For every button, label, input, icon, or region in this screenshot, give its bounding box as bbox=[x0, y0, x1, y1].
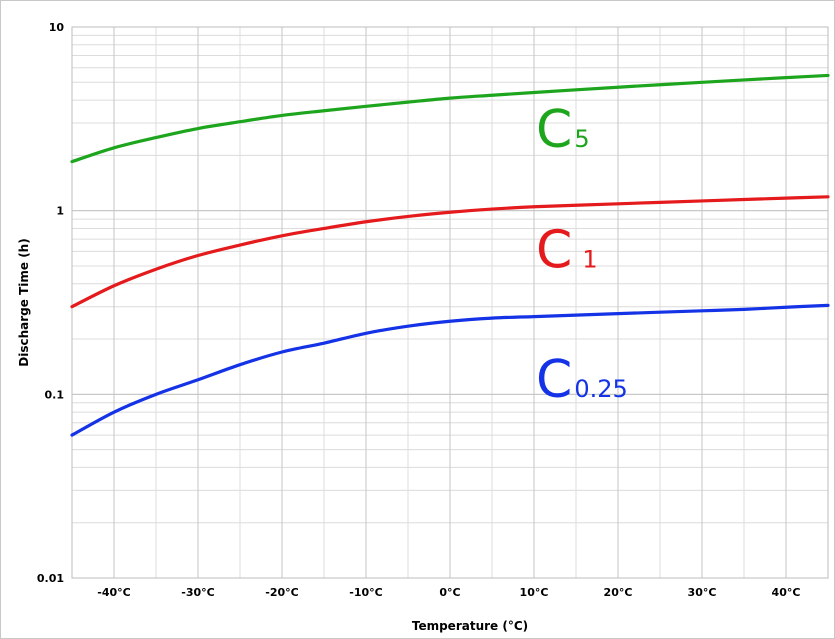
x-tick-label: -30°C bbox=[181, 586, 214, 599]
curve-label-subscript: 5 bbox=[574, 125, 589, 153]
curve-label-main: C bbox=[536, 350, 572, 410]
x-axis-title: Temperature (°C) bbox=[412, 619, 528, 633]
plot-border bbox=[71, 26, 829, 579]
y-tick-labels: 10 1 0.1 0.01 bbox=[37, 21, 64, 585]
x-tick-label: 30°C bbox=[688, 586, 717, 599]
x-tick-label: -40°C bbox=[97, 586, 130, 599]
curve-label-subscript: 0.25 bbox=[574, 375, 627, 403]
y-tick-label: 1 bbox=[56, 205, 64, 218]
series-line-C5 bbox=[70, 73, 830, 164]
x-tick-label: 20°C bbox=[604, 586, 633, 599]
x-tick-label: -10°C bbox=[349, 586, 382, 599]
series-line-C0_25 bbox=[70, 303, 830, 437]
curve-label-C0_25: C0.25 bbox=[536, 350, 628, 410]
x-tick-label: 0°C bbox=[439, 586, 460, 599]
y-tick-label: 10 bbox=[49, 21, 65, 34]
y-tick-label: 0.01 bbox=[37, 572, 64, 585]
x-tick-labels: -40°C -30°C -20°C -10°C 0°C 10°C 20°C 30°C 40°C bbox=[97, 586, 800, 599]
curve-label-C5: C5 bbox=[536, 100, 590, 160]
curve-labels: C5C 1C0.25 bbox=[536, 100, 628, 410]
y-axis-title: Discharge Time (h) bbox=[17, 238, 31, 366]
x-tick-label: 40°C bbox=[772, 586, 801, 599]
major-gridlines bbox=[72, 26, 828, 579]
x-tick-label: 10°C bbox=[520, 586, 549, 599]
x-tick-label: -20°C bbox=[265, 586, 298, 599]
series-lines bbox=[70, 73, 830, 437]
y-tick-label: 0.1 bbox=[45, 388, 65, 401]
curve-label-main: C bbox=[536, 220, 572, 280]
series-line-C1 bbox=[70, 195, 830, 309]
curve-label-subscript: 1 bbox=[582, 245, 597, 273]
curve-label-main: C bbox=[536, 100, 572, 160]
